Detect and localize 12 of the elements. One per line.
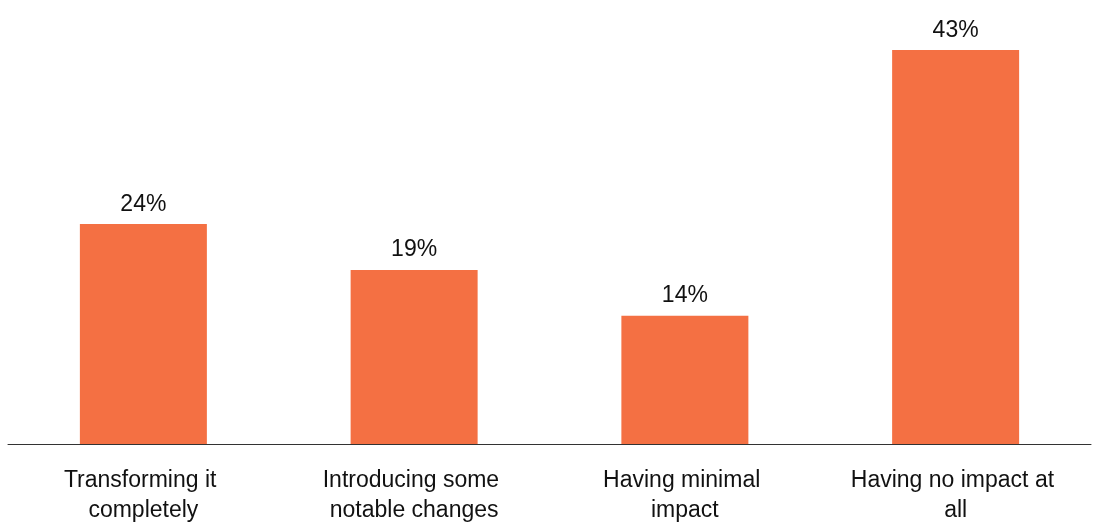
x-tick-label: Having minimal impact — [603, 466, 767, 522]
x-tick-label: Introducing some notable changes — [322, 466, 506, 522]
data-label: 43% — [932, 15, 979, 42]
bar — [892, 50, 1020, 444]
bar — [350, 269, 478, 444]
x-tick-label: Transforming it completely — [63, 466, 223, 522]
x-tick-label: Having no impact at all — [850, 466, 1061, 522]
bar — [79, 224, 207, 444]
data-label: 19% — [391, 235, 438, 262]
bar — [621, 315, 749, 444]
data-label: 14% — [661, 281, 708, 308]
data-label: 24% — [120, 189, 167, 216]
